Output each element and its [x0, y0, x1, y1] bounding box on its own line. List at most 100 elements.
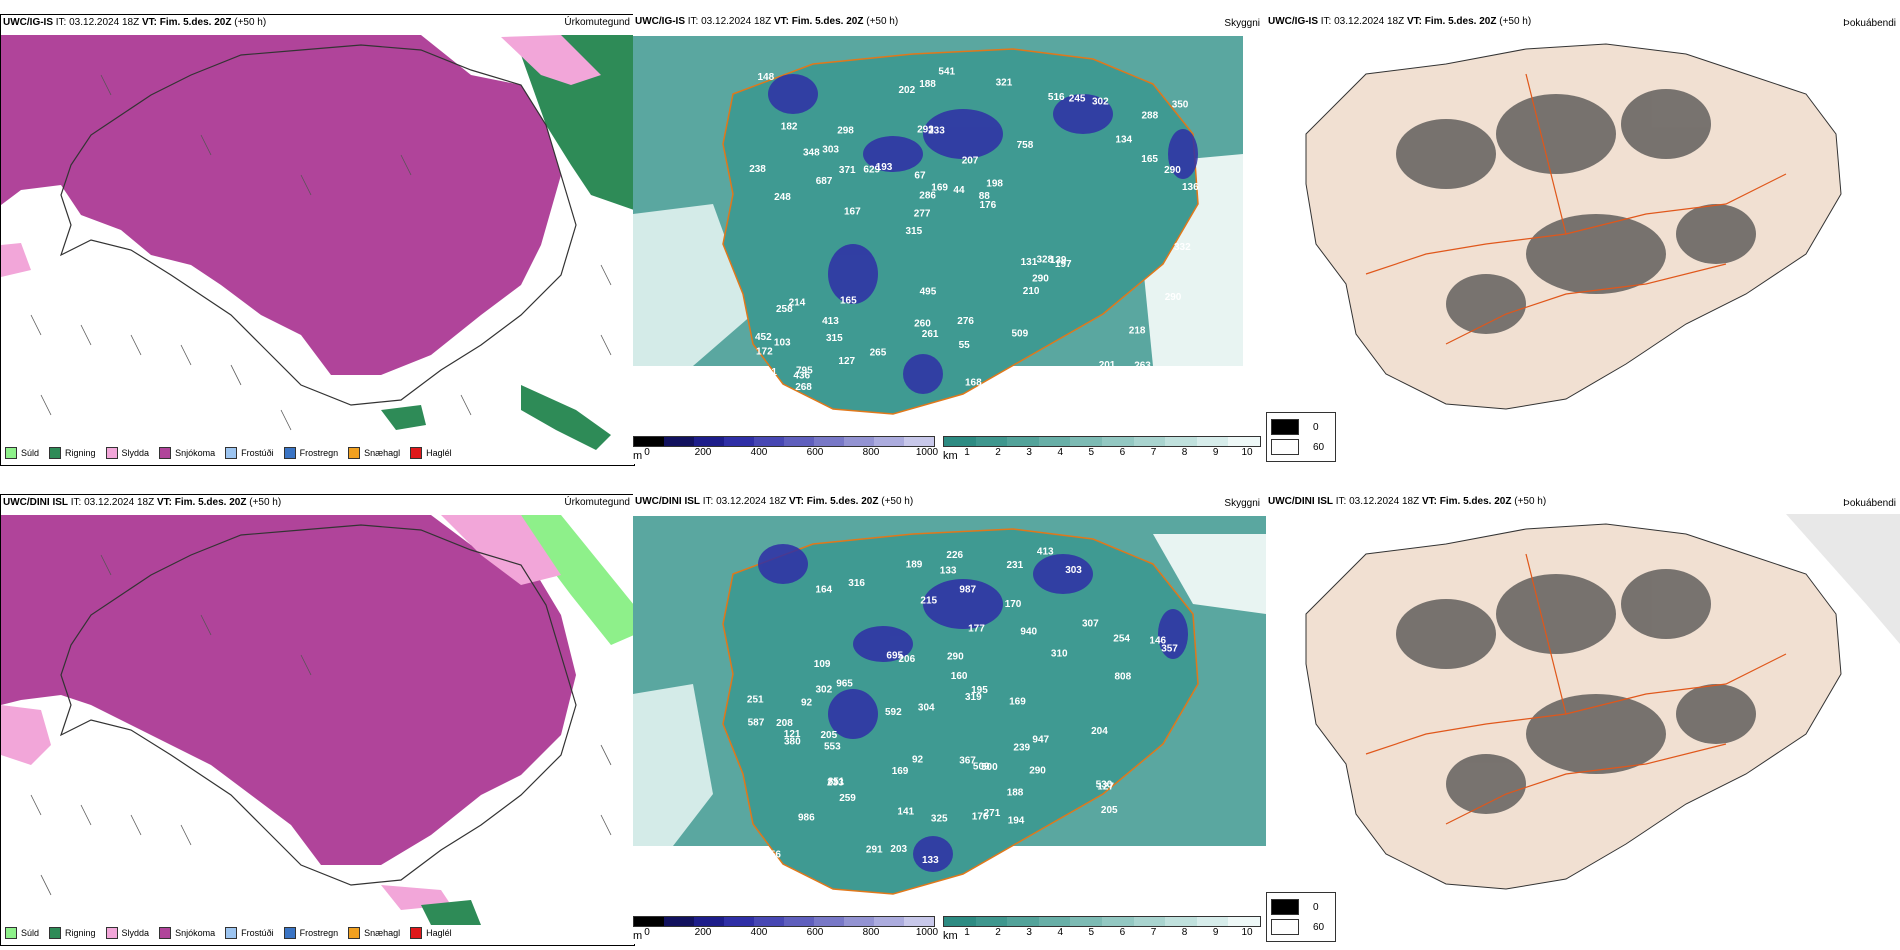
- visibility-value-label: 315: [826, 333, 843, 344]
- legend-swatch: [410, 927, 423, 939]
- visibility-value-label: 509: [973, 761, 990, 772]
- elevation-colorbar: m 0 200 400 600 800 1000: [633, 916, 938, 942]
- visibility-value-label: 131: [1021, 257, 1038, 268]
- panel-header: UWC/IG-IS IT: 03.12.2024 18Z VT: Fim. 5.…: [1268, 16, 1532, 27]
- visibility-value-label: 851: [828, 777, 845, 788]
- fog-panel-bottom: UWC/DINI ISL IT: 03.12.2024 18Z VT: Fim.…: [1266, 494, 1900, 944]
- visibility-value-label: 436: [793, 370, 810, 381]
- legend-swatch: [225, 927, 238, 939]
- tick-label: 6: [1119, 927, 1126, 938]
- legend-swatch: [1271, 899, 1299, 915]
- visibility-value-label: 231: [1007, 560, 1024, 571]
- visibility-colorbar: km 1 2 3 4 5 6 7 8 9 10: [943, 436, 1261, 462]
- legend-item: Snjókoma: [159, 927, 215, 939]
- visibility-value-label: 251: [747, 695, 764, 706]
- visibility-value-label: 303: [822, 145, 839, 156]
- legend-item: Frostúði: [225, 927, 274, 939]
- visibility-value-label: 226: [946, 550, 963, 561]
- legend-item: Súld: [5, 447, 39, 459]
- tick-label: 1: [964, 447, 970, 458]
- tick-label: 600: [806, 447, 824, 458]
- visibility-value-label: 509: [1012, 328, 1029, 339]
- panel-header: UWC/DINI ISL IT: 03.12.2024 18Z VT: Fim.…: [635, 496, 914, 507]
- legend-swatch: [1271, 439, 1299, 455]
- rain-region-ne: [521, 35, 634, 210]
- elevation-unit: m: [633, 450, 643, 462]
- tick-label: 7: [1150, 447, 1157, 458]
- visibility-value-label: 233: [827, 777, 844, 788]
- visibility-value-label: 516: [1048, 92, 1065, 103]
- fog-map: [1305, 43, 1842, 410]
- visibility-value-label: 233: [928, 126, 945, 137]
- product-title: Þokuábendi: [1843, 18, 1896, 29]
- tick-label: 1000: [915, 447, 939, 458]
- fog-legend: 0 60: [1266, 412, 1336, 462]
- visibility-value-label: 371: [839, 165, 856, 176]
- visibility-value-label: 325: [931, 813, 948, 824]
- legend-swatch: [283, 447, 296, 459]
- legend-item: Haglél: [410, 927, 452, 939]
- visibility-value-label: 293: [917, 124, 934, 135]
- visibility-value-label: 207: [962, 156, 979, 167]
- visibility-value-label: 290: [1032, 273, 1049, 284]
- visibility-value-label: 103: [774, 338, 791, 349]
- coastline: [59, 44, 577, 406]
- visibility-value-label: 165: [1141, 154, 1158, 165]
- visibility-value-label: 206: [899, 654, 916, 665]
- elevation-unit: m: [633, 930, 643, 942]
- fog-legend: 0 60: [1266, 892, 1336, 942]
- visibility-value-label: 965: [836, 679, 853, 690]
- panel-header: UWC/DINI ISL IT: 03.12.2024 18Z VT: Fim.…: [1268, 496, 1547, 507]
- elevation-colorbar: m 0 200 400 600 800 1000: [633, 436, 939, 462]
- legend-swatch: [1271, 919, 1299, 935]
- visibility-value-label: 592: [885, 707, 902, 718]
- sleet-west: [1, 243, 31, 277]
- visibility-value-label: 495: [920, 286, 937, 297]
- visibility-value-label: 350: [1172, 99, 1189, 110]
- visibility-value-label: 176: [980, 200, 997, 211]
- legend-item: Snjókoma: [159, 447, 215, 459]
- legend-swatch: [348, 927, 361, 939]
- visibility-value-label: 357: [1161, 644, 1178, 655]
- tick-label: 2: [995, 447, 1001, 458]
- tick-label: 200: [694, 447, 712, 458]
- visibility-value-label: 215: [920, 596, 937, 607]
- visibility-value-label: 101: [760, 367, 777, 378]
- product-title: Úrkomutegund: [564, 17, 630, 28]
- visibility-value-label: 947: [1032, 734, 1049, 745]
- visibility-value-label: 367: [959, 755, 976, 766]
- visibility-value-label: 92: [912, 755, 924, 766]
- legend-swatch: [5, 447, 17, 459]
- visibility-value-label: 239: [1013, 742, 1030, 753]
- visibility-value-label: 258: [776, 304, 793, 315]
- legend-item: Snæhagl: [348, 447, 400, 459]
- visibility-value-label: 987: [959, 584, 976, 595]
- visibility-value-label: 265: [870, 348, 887, 359]
- legend-swatch: [49, 447, 62, 459]
- legend-item: Slydda: [105, 927, 149, 939]
- visibility-value-label: 218: [1129, 325, 1146, 336]
- legend-item: Frostregn: [283, 927, 338, 939]
- visibility-colorbar-bar: [943, 916, 1261, 927]
- visibility-panel-bottom: 986 303 316 307 509 965 553 851 254 310 208 226 290 3…: [633, 494, 1266, 944]
- legend-label: 0: [1313, 421, 1319, 433]
- legend-swatch: [225, 447, 238, 459]
- visibility-value-label: 277: [914, 209, 931, 220]
- visibility-value-label: 530: [1096, 780, 1113, 791]
- precip-type-map: [1, 515, 634, 925]
- tick-label: 7: [1150, 927, 1157, 938]
- visibility-value-label: 170: [1005, 599, 1022, 610]
- visibility-value-label: 141: [897, 807, 914, 818]
- visibility-value-label: 176: [972, 812, 989, 823]
- tick-label: 8: [1181, 447, 1188, 458]
- elevation-colorbar-bar: [633, 916, 935, 927]
- visibility-value-label: 290: [947, 652, 964, 663]
- visibility-value-label: 268: [795, 382, 812, 393]
- fog-map: [1305, 514, 1900, 890]
- visibility-value-label: 127: [1097, 782, 1114, 793]
- visibility-value-label: 210: [1023, 286, 1040, 297]
- visibility-value-label: 172: [756, 346, 773, 357]
- precip-legend: Súld Rigning Slydda Snjókoma Frostúði Fr…: [5, 927, 452, 939]
- legend-swatch: [49, 927, 62, 939]
- product-title: Skyggni: [1224, 498, 1260, 509]
